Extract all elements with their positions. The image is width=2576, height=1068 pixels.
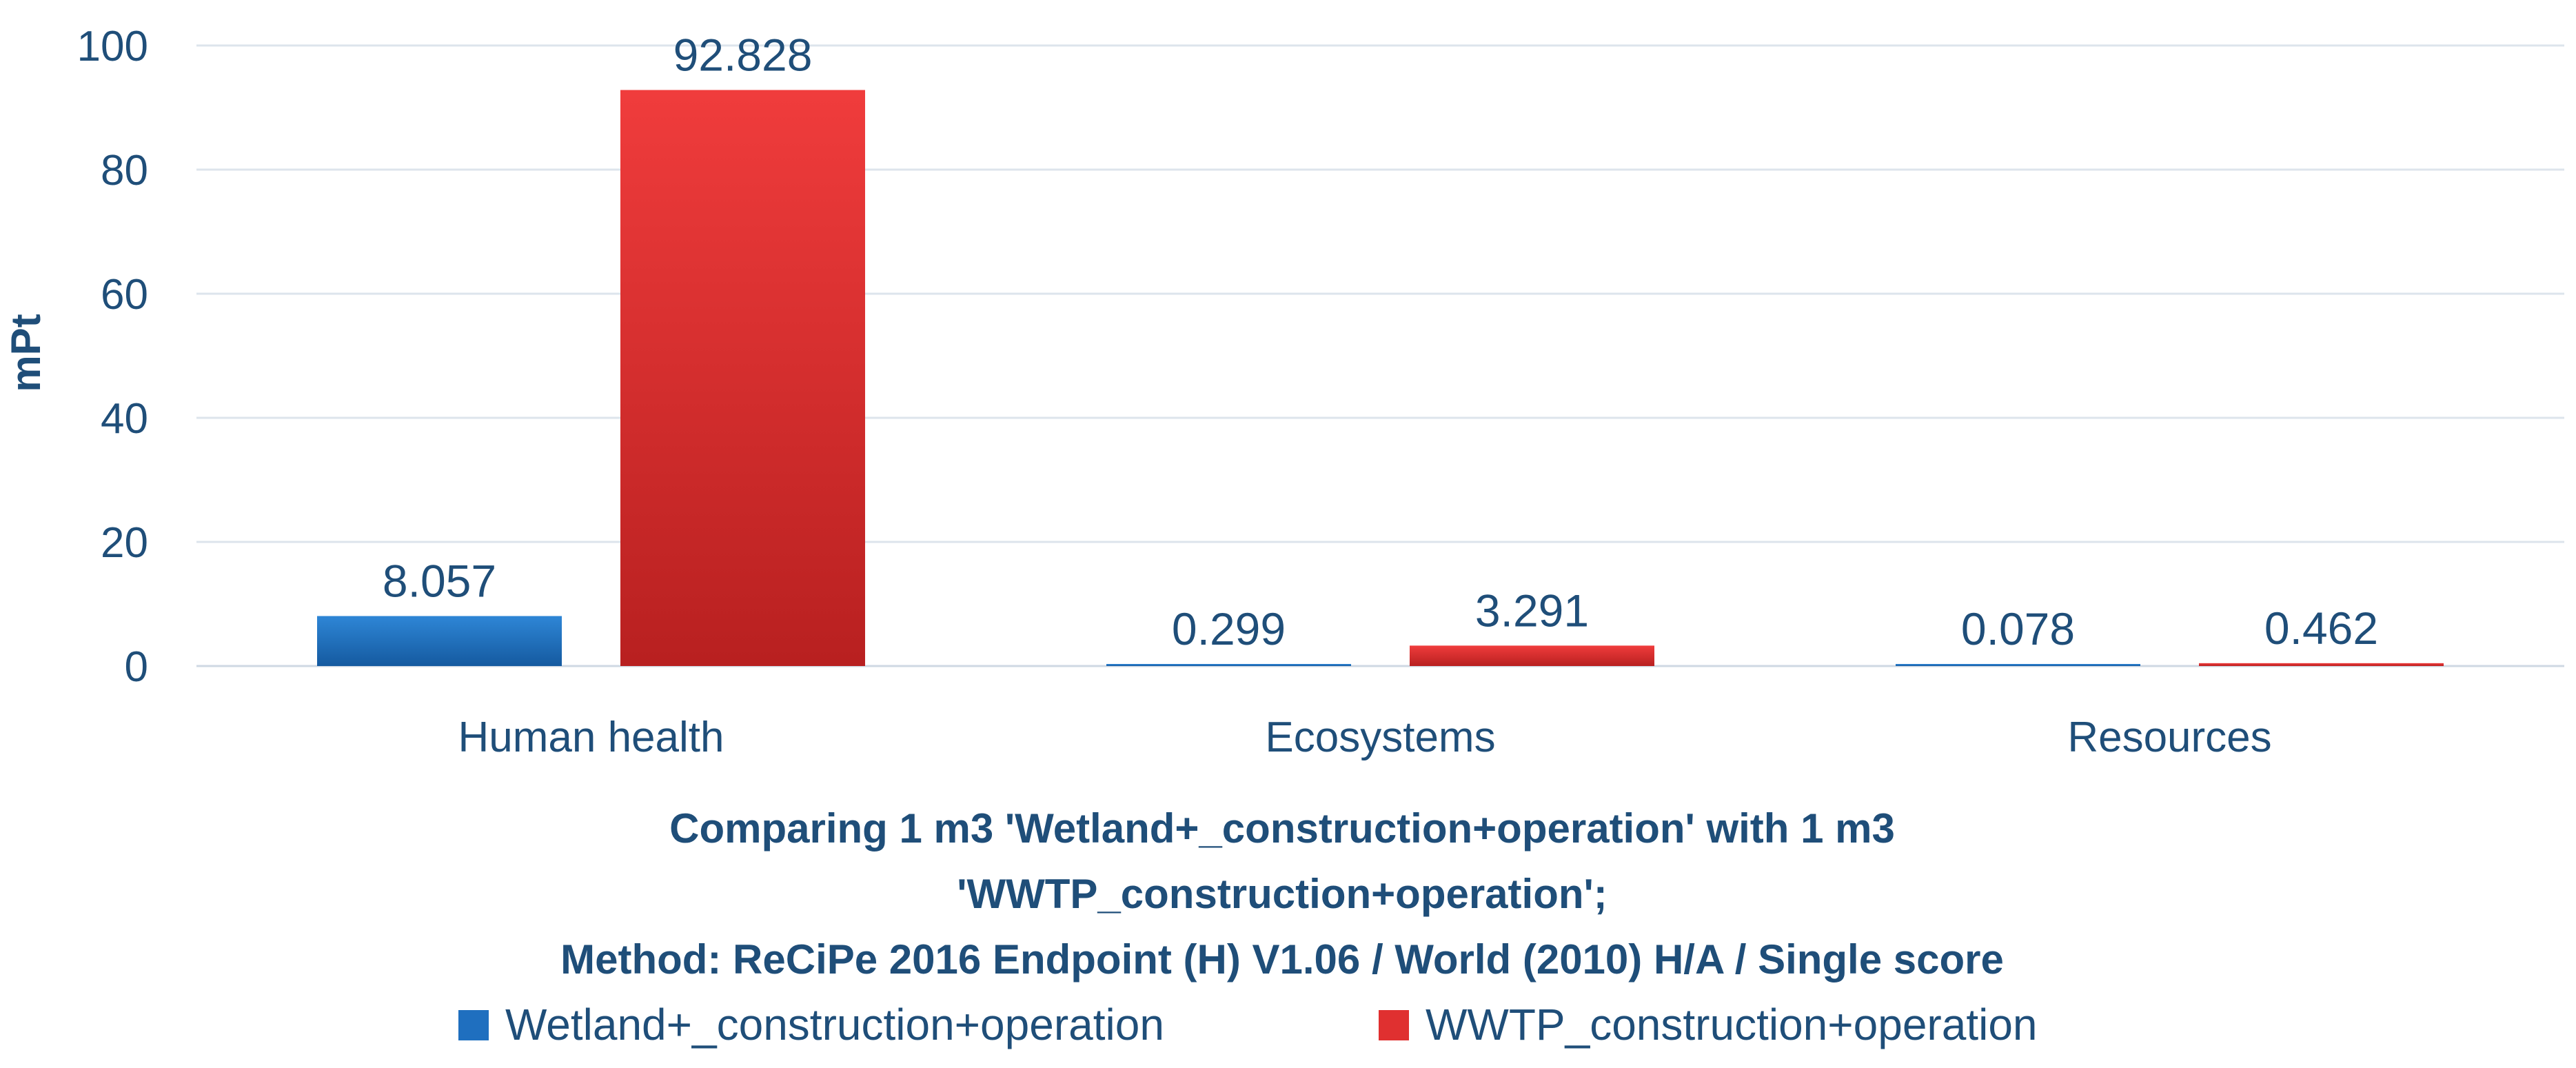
y-tick-label: 100 (77, 23, 148, 70)
legend: Wetland+_construction+operation WWTP_cons… (458, 1000, 2038, 1049)
legend-label: WWTP_construction+operation (1426, 1000, 2038, 1049)
bar-wwtp (2199, 663, 2444, 666)
bar-wetland (317, 616, 562, 666)
y-tick-label: 60 (101, 271, 148, 319)
bar-wwtp (1410, 645, 1654, 666)
data-label: 0.299 (1172, 603, 1286, 654)
chart-title: Comparing 1 m3 'Wetland+_construction+op… (560, 805, 2004, 983)
bar-wetland (1896, 664, 2140, 666)
chart-title-line: Method: ReCiPe 2016 Endpoint (H) V1.06 /… (560, 936, 2004, 983)
x-tick-label: Ecosystems (1265, 714, 1495, 761)
y-tick-label: 80 (101, 147, 148, 194)
y-axis-title: mPt (3, 314, 49, 392)
legend-swatch (1379, 1010, 1409, 1040)
y-axis-ticks: 0 20 40 60 80 100 (77, 23, 148, 691)
chart-title-line: 'WWTP_construction+operation'; (957, 871, 1608, 917)
legend-label: Wetland+_construction+operation (505, 1000, 1164, 1049)
data-label: 3.291 (1475, 585, 1589, 636)
x-axis-ticks: Human health Ecosystems Resources (458, 714, 2271, 761)
bar-wetland (1106, 664, 1351, 666)
y-tick-label: 0 (125, 643, 148, 691)
data-label: 0.078 (1961, 603, 2075, 654)
chart-title-line: Comparing 1 m3 'Wetland+_construction+op… (669, 805, 1895, 852)
x-tick-label: Resources (2067, 714, 2271, 761)
data-label: 92.828 (673, 30, 813, 81)
x-tick-label: Human health (458, 714, 724, 761)
bar-wwtp (620, 90, 865, 667)
legend-swatch (458, 1010, 489, 1040)
bars: 8.057 92.828 0.299 3.291 0.078 0.462 (317, 30, 2444, 667)
gridlines (196, 44, 2564, 667)
data-label: 8.057 (383, 555, 496, 606)
y-tick-label: 40 (101, 395, 148, 443)
data-label: 0.462 (2264, 603, 2378, 654)
y-tick-label: 20 (101, 519, 148, 567)
